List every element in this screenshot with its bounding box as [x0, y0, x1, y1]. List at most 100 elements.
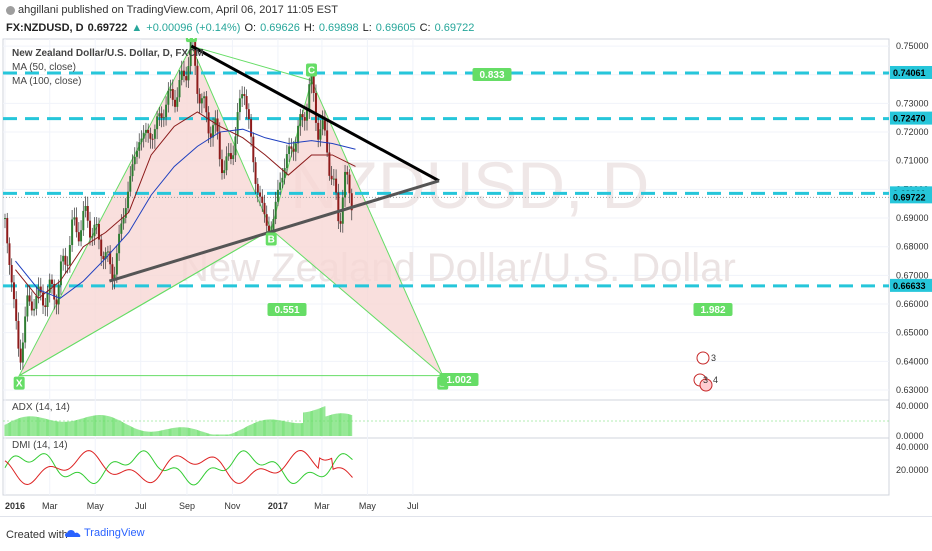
pattern-leg[interactable] [18, 229, 272, 377]
candle-body [227, 153, 230, 157]
ma50-legend[interactable]: MA (50, close) [12, 62, 76, 73]
price-tag-label[interactable]: 0.66633 [893, 281, 926, 291]
high-value: 0.69898 [318, 22, 359, 34]
adx-legend[interactable]: ADX (14, 14) [12, 402, 70, 413]
candle-body [131, 164, 134, 177]
candle-body [319, 129, 322, 140]
last-price: 0.69722 [87, 22, 128, 34]
time-axis[interactable]: 2016 Mar May Jul Sep Nov 2017 Mar May Jul [5, 501, 419, 511]
candle-body [93, 224, 96, 237]
price-tick-label: 0.75000 [896, 41, 929, 51]
candle-body [292, 148, 295, 152]
candle-body [301, 114, 304, 118]
horizontal-levels[interactable] [3, 71, 889, 288]
price-tag-label[interactable]: 0.74061 [893, 68, 926, 78]
candle-body [350, 193, 353, 211]
trendline[interactable] [190, 44, 440, 183]
user-avatar-icon [6, 5, 15, 15]
trendlines[interactable] [108, 44, 440, 283]
candle-body [209, 133, 212, 138]
adx-tick-label: 40.0000 [896, 401, 929, 411]
candle-body [283, 167, 286, 178]
candle-body [182, 70, 185, 77]
candle-body [178, 79, 181, 98]
author-link[interactable]: ahgillani [18, 4, 59, 16]
pattern-leg[interactable] [191, 45, 312, 81]
point-label-a: A [188, 38, 195, 42]
candle-body [335, 178, 338, 193]
candle-body [306, 109, 309, 121]
candle-body [95, 223, 98, 225]
candle-body [149, 133, 152, 139]
candle-body [35, 295, 38, 309]
price-tag-label[interactable]: 0.72470 [893, 114, 926, 124]
candle-body [64, 255, 67, 265]
ma-line [15, 111, 356, 299]
candle-body [185, 76, 188, 81]
time-tick-label: Nov [224, 501, 241, 511]
candle-body [174, 99, 177, 107]
candle-body [71, 219, 74, 246]
price-tick-label: 0.67000 [896, 270, 929, 280]
pattern-triangle[interactable] [17, 44, 272, 377]
event-flags[interactable]: 3 3 4 [693, 351, 718, 392]
candle-body [17, 320, 20, 349]
candle-body [115, 253, 118, 275]
dmi-legend[interactable]: DMI (14, 14) [12, 440, 68, 451]
ratio-label-ab-badge [267, 303, 307, 316]
us-flag-icon[interactable] [696, 351, 710, 365]
ratio-label-cd-badge [693, 303, 733, 316]
price-tag-label[interactable]: 0.69722 [893, 192, 926, 202]
candle-body [212, 125, 215, 138]
trendline[interactable] [108, 179, 440, 283]
footer: Created with TradingView [0, 516, 932, 551]
watermark-name: New Zealand Dollar/U.S. Dollar [180, 246, 736, 290]
time-tick-label: May [87, 501, 105, 511]
adx-tick-label: 0.0000 [896, 431, 924, 441]
candle-body [44, 305, 47, 308]
price-chart[interactable]: NZDUSD, D New Zealand Dollar/U.S. Dollar… [0, 38, 932, 516]
candle-body [328, 152, 331, 176]
time-tick-label: 2017 [268, 501, 288, 511]
candle-body [135, 150, 138, 157]
time-tick-label: Jul [135, 501, 147, 511]
us-flag-icon[interactable] [699, 378, 713, 392]
tradingview-link[interactable]: TradingView [65, 527, 145, 539]
candle-body [252, 136, 255, 163]
ratio-label-xd: 1.002 [446, 375, 471, 386]
candle-body [97, 223, 100, 240]
candle-body [321, 120, 324, 130]
event-count-2: 3 [703, 375, 708, 385]
candle-body [279, 182, 282, 190]
time-tick-label: Jul [407, 501, 419, 511]
candle-body [10, 264, 13, 283]
ohlc-line: FX:NZDUSD, D 0.69722 ▲ +0.00096 (+0.14%)… [6, 22, 474, 34]
publish-line: ahgillani published on TradingView.com, … [6, 4, 338, 16]
candle-body [274, 201, 277, 220]
candle-body [26, 295, 29, 317]
candle-body [332, 178, 335, 180]
candle-body [12, 282, 15, 300]
candle-body [323, 120, 326, 131]
candle-body [225, 156, 228, 171]
candle-body [344, 171, 347, 198]
time-tick-label: Mar [314, 501, 330, 511]
candle-body [138, 142, 141, 151]
candle-body [207, 112, 210, 134]
point-label-x-badge [13, 376, 25, 390]
price-tag-bg [890, 190, 932, 204]
candle-body [326, 130, 329, 153]
candle-body [91, 236, 94, 238]
candle-body [39, 286, 42, 293]
candle-body [187, 66, 190, 81]
candle-body [205, 96, 208, 113]
pattern-triangle[interactable] [270, 78, 444, 377]
candle-body [288, 146, 291, 155]
ma100-legend[interactable]: MA (100, close) [12, 76, 82, 87]
price-axis[interactable]: 0.750000.740000.730000.720000.710000.700… [890, 41, 932, 395]
moving-averages [15, 111, 356, 299]
price-tick-label: 0.64000 [896, 356, 929, 366]
candle-body [30, 301, 33, 311]
candle-body [144, 129, 147, 133]
